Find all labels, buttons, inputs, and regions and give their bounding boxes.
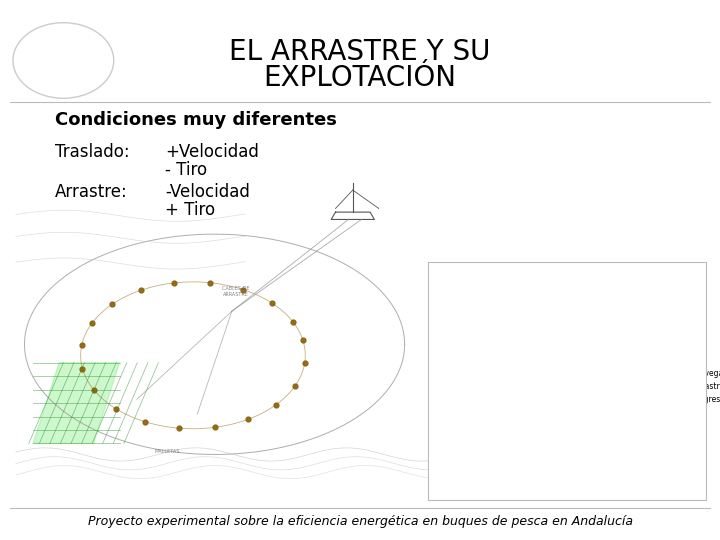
Text: Proyecto experimental sobre la eficiencia energética en buques de pesca en Andal: Proyecto experimental sobre la eficienci…: [88, 516, 632, 529]
Legend: Navegación a caladero, Arrastre, Regreso a puerto: Navegación a caladero, Arrastre, Regreso…: [678, 366, 720, 407]
Text: Arrastre:: Arrastre:: [55, 183, 127, 201]
Wedge shape: [508, 304, 567, 386]
Polygon shape: [33, 363, 120, 443]
Wedge shape: [485, 328, 649, 468]
Text: MALLETAS: MALLETAS: [154, 449, 180, 455]
Text: EXPLOTACIÓN: EXPLOTACIÓN: [264, 64, 456, 92]
Text: Traslado:: Traslado:: [55, 143, 130, 161]
Text: 12,6%: 12,6%: [572, 335, 601, 343]
Text: 12,6%: 12,6%: [533, 335, 562, 343]
Text: CABLES DE
ARRASTRE: CABLES DE ARRASTRE: [222, 286, 250, 296]
Text: 74,8%: 74,8%: [553, 433, 581, 442]
Text: + Tiro: + Tiro: [165, 201, 215, 219]
Title: Porcentaje situación Navegación: Porcentaje situación Navegación: [470, 269, 664, 280]
Wedge shape: [567, 304, 626, 386]
Ellipse shape: [453, 442, 566, 462]
Text: Condiciones muy diferentes: Condiciones muy diferentes: [55, 111, 337, 129]
Text: EL ARRASTRE Y SU: EL ARRASTRE Y SU: [229, 38, 491, 66]
Text: -Velocidad: -Velocidad: [165, 183, 250, 201]
Text: +Velocidad: +Velocidad: [165, 143, 259, 161]
Text: - Tiro: - Tiro: [165, 161, 207, 179]
